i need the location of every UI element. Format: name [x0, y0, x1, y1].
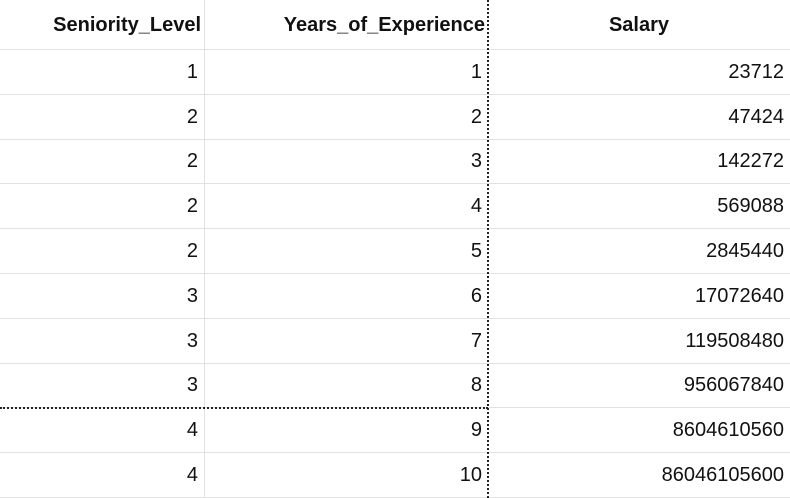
header-cell[interactable]: Salary — [488, 0, 790, 50]
cell[interactable]: 2 — [0, 140, 204, 185]
cell[interactable]: 3 — [204, 140, 488, 185]
cell[interactable]: 6 — [204, 274, 488, 319]
header-cell[interactable]: Years_of_Experience — [204, 0, 488, 50]
cell[interactable]: 2 — [204, 95, 488, 140]
cell[interactable]: 86046105600 — [488, 453, 790, 498]
cell[interactable]: 3 — [0, 319, 204, 364]
cell[interactable]: 2845440 — [488, 229, 790, 274]
cell[interactable]: 1 — [204, 50, 488, 95]
cell[interactable]: 1 — [0, 50, 204, 95]
cell[interactable]: 8 — [204, 364, 488, 409]
cell[interactable]: 4 — [204, 184, 488, 230]
header-cell[interactable]: Seniority_Level — [0, 0, 204, 50]
cell[interactable]: 2 — [0, 229, 204, 274]
cell[interactable]: 142272 — [488, 140, 790, 185]
column-border — [204, 0, 205, 498]
page-break-horizontal — [0, 407, 488, 410]
cell[interactable]: 4 — [0, 408, 204, 454]
cell[interactable]: 3 — [0, 364, 204, 409]
cell[interactable]: 47424 — [488, 95, 790, 140]
cell[interactable]: 9 — [204, 408, 488, 454]
cell[interactable]: 956067840 — [488, 364, 790, 409]
cell[interactable]: 8604610560 — [488, 408, 790, 454]
cell[interactable]: 5 — [204, 229, 488, 274]
cell[interactable]: 119508480 — [488, 319, 790, 364]
cell[interactable]: 2 — [0, 184, 204, 230]
cell[interactable]: 4 — [0, 453, 204, 498]
cell[interactable]: 2 — [0, 95, 204, 140]
cell[interactable]: 569088 — [488, 184, 790, 230]
cell[interactable]: 7 — [204, 319, 488, 364]
cell[interactable]: 10 — [204, 453, 488, 498]
page-break-vertical — [487, 0, 489, 498]
cell[interactable]: 23712 — [488, 50, 790, 95]
cell[interactable]: 17072640 — [488, 274, 790, 319]
cell[interactable]: 3 — [0, 274, 204, 319]
